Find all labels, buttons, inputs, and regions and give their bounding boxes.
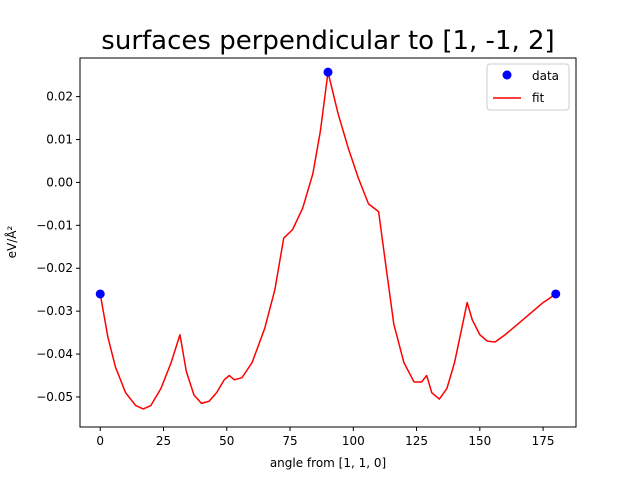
x-tick-label: 150: [468, 434, 491, 448]
y-tick-label: −0.02: [36, 261, 73, 275]
chart-title: surfaces perpendicular to [1, -1, 2]: [101, 26, 554, 56]
legend-fit-label: fit: [532, 91, 545, 105]
legend-data-label: data: [532, 69, 559, 83]
x-axis-ticks: 0 25 50 75 100 125 150 175: [96, 427, 555, 448]
y-tick-label: −0.01: [36, 218, 73, 232]
y-axis-label: eV/Å²: [4, 225, 19, 258]
y-tick-label: −0.03: [36, 304, 73, 318]
y-tick-label: −0.05: [36, 390, 73, 404]
y-axis-ticks: −0.05 −0.04 −0.03 −0.02 −0.01 0.00 0.01 0.02: [36, 90, 80, 404]
x-tick-label: 175: [532, 434, 555, 448]
x-tick-label: 0: [96, 434, 104, 448]
legend: data fit: [486, 63, 570, 111]
y-tick-label: −0.04: [36, 347, 73, 361]
legend-data-marker: [502, 70, 512, 80]
plot-frame: [79, 57, 577, 428]
y-tick-label: 0.01: [46, 133, 73, 147]
x-tick-label: 125: [405, 434, 428, 448]
x-tick-label: 50: [219, 434, 234, 448]
data-point: [323, 67, 333, 77]
data-point: [551, 289, 561, 299]
data-point: [95, 289, 105, 299]
plot-area: [95, 67, 561, 410]
x-tick-label: 25: [156, 434, 171, 448]
y-tick-label: 0.02: [46, 90, 73, 104]
x-tick-label: 75: [282, 434, 297, 448]
fit-line: [99, 71, 557, 410]
x-axis-label: angle from [1, 1, 0]: [270, 456, 386, 470]
y-tick-label: 0.00: [46, 175, 73, 189]
x-tick-label: 100: [342, 434, 365, 448]
